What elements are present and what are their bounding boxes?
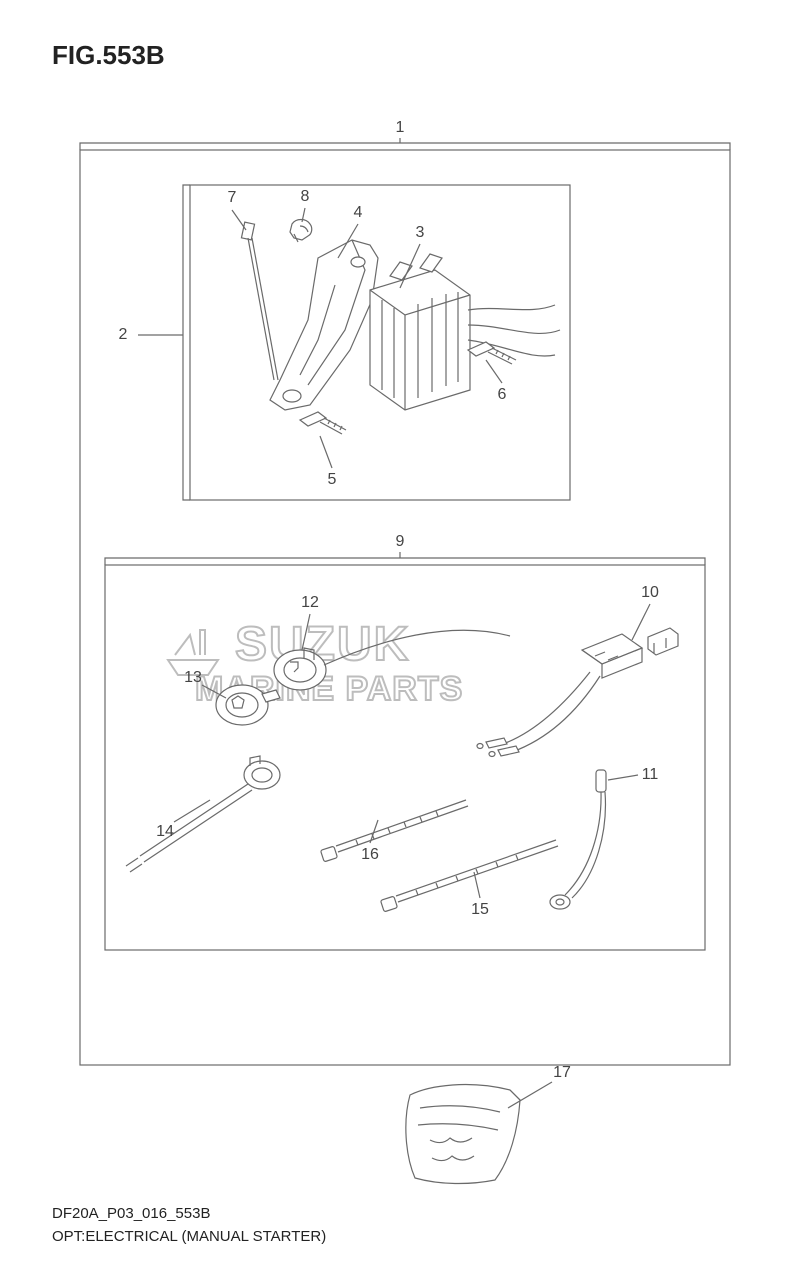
callout-9: 9 xyxy=(396,533,405,550)
part-11-lead-wire xyxy=(550,770,606,909)
callout-4: 4 xyxy=(354,204,363,221)
callout-15: 15 xyxy=(471,901,489,918)
callout-2: 2 xyxy=(119,326,128,343)
footer-code: DF20A_P03_016_553B xyxy=(52,1205,210,1222)
diagram-svg: SUZUK MARINE PARTS xyxy=(0,0,811,1281)
callout-16: 16 xyxy=(361,846,379,863)
part-15-cable-tie xyxy=(380,840,558,912)
callout-12: 12 xyxy=(301,594,319,611)
callouts: 1 2 3 4 5 6 7 8 9 10 xyxy=(119,119,659,1108)
callout-1: 1 xyxy=(396,119,405,136)
part-5-bolt xyxy=(300,412,346,434)
callout-7: 7 xyxy=(228,189,237,206)
bracket-9 xyxy=(105,558,705,565)
bracket-2 xyxy=(183,185,190,500)
bracket-1 xyxy=(80,143,730,150)
part-8-clamp xyxy=(290,220,312,243)
part-14-wire xyxy=(126,756,280,872)
footer-description: OPT:ELECTRICAL (MANUAL STARTER) xyxy=(52,1228,326,1245)
callout-5: 5 xyxy=(328,471,337,488)
callout-13: 13 xyxy=(184,669,202,686)
callout-3: 3 xyxy=(416,224,425,241)
callout-11: 11 xyxy=(642,766,659,783)
part-16-cable-tie xyxy=(320,800,468,862)
callout-10: 10 xyxy=(641,584,659,601)
callout-6: 6 xyxy=(498,386,507,403)
callout-8: 8 xyxy=(301,188,310,205)
part-3-rectifier xyxy=(370,254,560,410)
part-4-bracket xyxy=(270,240,378,410)
callout-17: 17 xyxy=(553,1064,571,1081)
part-17-bag xyxy=(406,1085,520,1184)
part-10-fuse-lead xyxy=(477,628,678,757)
part-7-cable-tie xyxy=(241,222,278,380)
diagram-page: FIG.553B xyxy=(0,0,811,1281)
callout-14: 14 xyxy=(156,823,174,840)
